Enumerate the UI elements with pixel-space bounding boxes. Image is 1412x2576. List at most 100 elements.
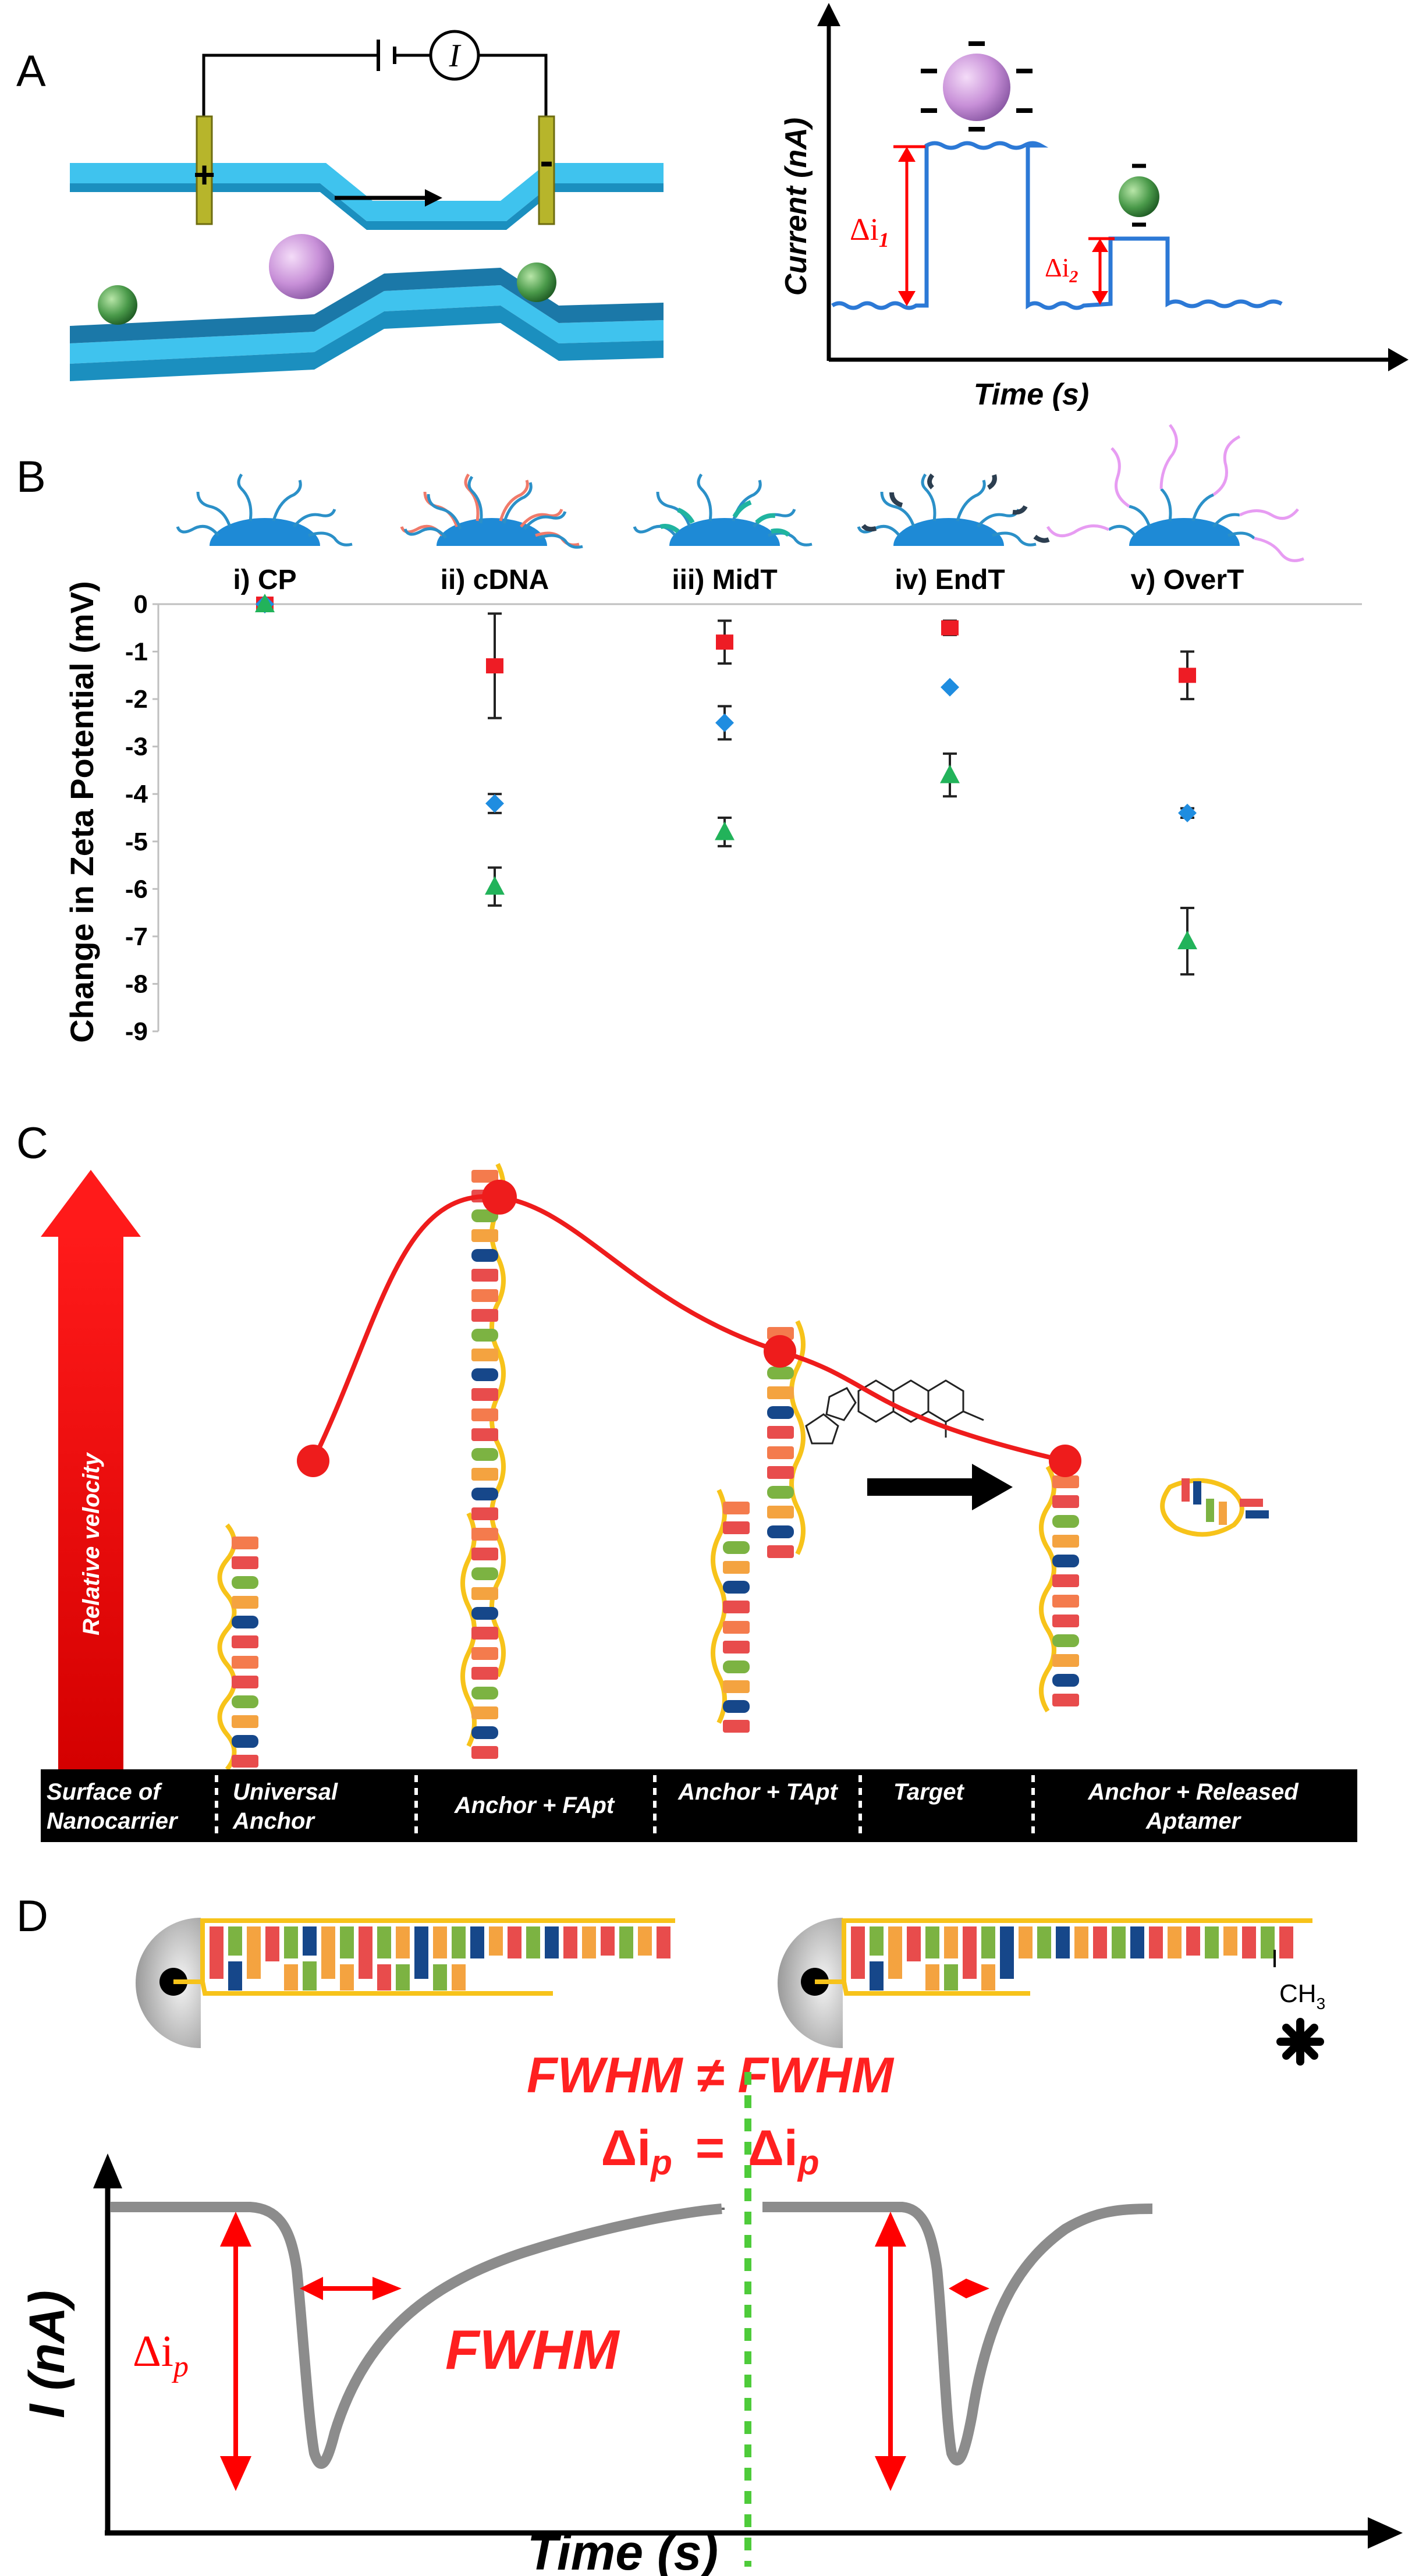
flow-arrow bbox=[335, 189, 442, 207]
data-point-triangle bbox=[715, 821, 735, 840]
category-label: i) CP bbox=[233, 565, 296, 595]
dip-trace-right bbox=[762, 2202, 1153, 2466]
dip-x-arrowhead bbox=[1368, 2517, 1403, 2549]
stage-label: Anchor + TApt bbox=[677, 1779, 838, 1805]
panel-d-label: D bbox=[16, 1892, 48, 1941]
circuit bbox=[202, 30, 548, 116]
category-label: ii) cDNA bbox=[441, 565, 549, 595]
dna-anchor-fapt bbox=[460, 1163, 506, 1759]
y-tick-label: -8 bbox=[125, 970, 148, 998]
stage-label: Anchor + FApt bbox=[454, 1793, 615, 1818]
y-tick-label: -7 bbox=[125, 922, 148, 951]
category-label: iii) MidT bbox=[672, 565, 777, 595]
cdna-particle-icon bbox=[400, 473, 583, 549]
dip-y-arrowhead bbox=[93, 2153, 122, 2188]
current-axes bbox=[826, 22, 1394, 362]
data-point-triangle bbox=[485, 876, 505, 895]
data-point-square bbox=[941, 620, 959, 636]
dip-comparison: Δip = Δip bbox=[601, 2120, 819, 2182]
y-tick-label: 0 bbox=[134, 590, 148, 619]
ch3-label: CH3 bbox=[1279, 1979, 1325, 2013]
stage-label: Aptamer bbox=[1145, 1808, 1242, 1834]
ammeter-label: I bbox=[449, 38, 462, 74]
stage-label: Anchor + Released bbox=[1087, 1779, 1299, 1805]
panel-b-label: B bbox=[16, 452, 46, 502]
velocity-arrow bbox=[41, 1170, 141, 1769]
category-label: iv) EndT bbox=[895, 565, 1005, 595]
midt-particle-icon bbox=[633, 473, 813, 547]
current-xlabel: Time (s) bbox=[974, 378, 1089, 411]
stage-label: Anchor bbox=[232, 1808, 315, 1834]
data-point-square bbox=[716, 634, 733, 650]
stage-label: Universal bbox=[233, 1779, 338, 1805]
probe-right bbox=[778, 1918, 1312, 2048]
large-particle bbox=[269, 234, 334, 299]
y-tick-label: -2 bbox=[125, 685, 148, 714]
y-tick-label: -5 bbox=[125, 828, 148, 856]
velocity-point bbox=[764, 1335, 796, 1368]
y-tick-label: -9 bbox=[125, 1017, 148, 1046]
peak1-arrow bbox=[893, 145, 925, 306]
electrode-negative bbox=[538, 115, 555, 225]
data-point-triangle bbox=[940, 764, 960, 783]
dna-universal-anchor bbox=[217, 1523, 258, 1771]
data-point-diamond bbox=[715, 713, 734, 732]
small-particle-icon bbox=[1119, 164, 1159, 227]
current-x-arrowhead bbox=[1388, 348, 1409, 371]
zeta-ylabel: Change in Zeta Potential (mV) bbox=[63, 581, 100, 1042]
released-aptamer-icon bbox=[1160, 1478, 1269, 1537]
dna-anchor-tapt bbox=[711, 1320, 806, 1733]
endt-particle-icon bbox=[857, 473, 1050, 547]
peak1-label: Δi1 bbox=[850, 212, 889, 251]
current-dip-axes bbox=[105, 2183, 1374, 2536]
dip-arrow-right bbox=[875, 2212, 906, 2491]
stage-label: Nanocarrier bbox=[47, 1808, 179, 1834]
peak2-label: Δi2 bbox=[1045, 253, 1078, 286]
large-particle-icon bbox=[921, 41, 1033, 132]
current-ylabel: Current (nA) bbox=[779, 118, 813, 296]
data-point-diamond bbox=[1178, 803, 1197, 822]
panel-c-label: C bbox=[16, 1119, 48, 1168]
probe-left bbox=[136, 1918, 675, 2048]
velocity-curve bbox=[311, 1194, 1066, 1463]
label-molecule-icon bbox=[1276, 2018, 1324, 2066]
data-point-diamond bbox=[941, 677, 959, 697]
y-tick-label: -3 bbox=[125, 733, 148, 761]
data-point-triangle bbox=[255, 594, 275, 612]
dip-trace-left bbox=[111, 2202, 722, 2469]
stage-label: Target bbox=[893, 1779, 964, 1805]
zeta-chart: 0 -1 -2 -3 -4 -5 -6 -7 -8 -9 bbox=[125, 590, 1362, 1046]
stage-label-bar bbox=[41, 1769, 1357, 1842]
category-label: v) OverT bbox=[1131, 565, 1244, 595]
data-point-diamond bbox=[485, 794, 504, 813]
current-trace bbox=[831, 141, 1283, 310]
velocity-point bbox=[297, 1445, 329, 1477]
dip-xlabel: Time (s) bbox=[527, 2525, 718, 2576]
nanopore-channel bbox=[70, 163, 664, 381]
dip-arrow-left bbox=[220, 2212, 251, 2491]
fwhm-arrow-right bbox=[949, 2279, 989, 2298]
y-tick-label: -1 bbox=[125, 638, 148, 666]
category-labels: i) CP ii) cDNA iii) MidT iv) EndT v) Ove… bbox=[233, 565, 1244, 595]
minus-sign: - bbox=[540, 138, 553, 183]
dip-label: Δip bbox=[133, 2327, 189, 2383]
data-point-triangle bbox=[1177, 931, 1197, 950]
stage-label: Surface of bbox=[47, 1779, 162, 1805]
overt-particle-icon bbox=[1046, 424, 1304, 562]
stage-labels: Surface of Nanocarrier Universal Anchor … bbox=[47, 1779, 1299, 1834]
plus-sign: + bbox=[193, 154, 215, 196]
velocity-arrow-label: Relative velocity bbox=[79, 1452, 104, 1635]
electrode-positive bbox=[196, 115, 213, 225]
fwhm-arrow-left bbox=[300, 2277, 402, 2300]
small-particle-left bbox=[98, 285, 137, 325]
velocity-point bbox=[1049, 1445, 1081, 1477]
panel-a-label: A bbox=[16, 47, 46, 96]
cp-particle-icon bbox=[176, 473, 353, 547]
drug-molecule-icon bbox=[805, 1379, 984, 1445]
y-tick-label: -4 bbox=[125, 780, 148, 808]
fwhm-comparison: FWHM ≠ FWHM bbox=[527, 2048, 895, 2103]
peak2-arrow bbox=[1088, 237, 1115, 305]
data-point-square bbox=[1179, 668, 1196, 683]
fwhm-label: FWHM bbox=[445, 2319, 620, 2381]
